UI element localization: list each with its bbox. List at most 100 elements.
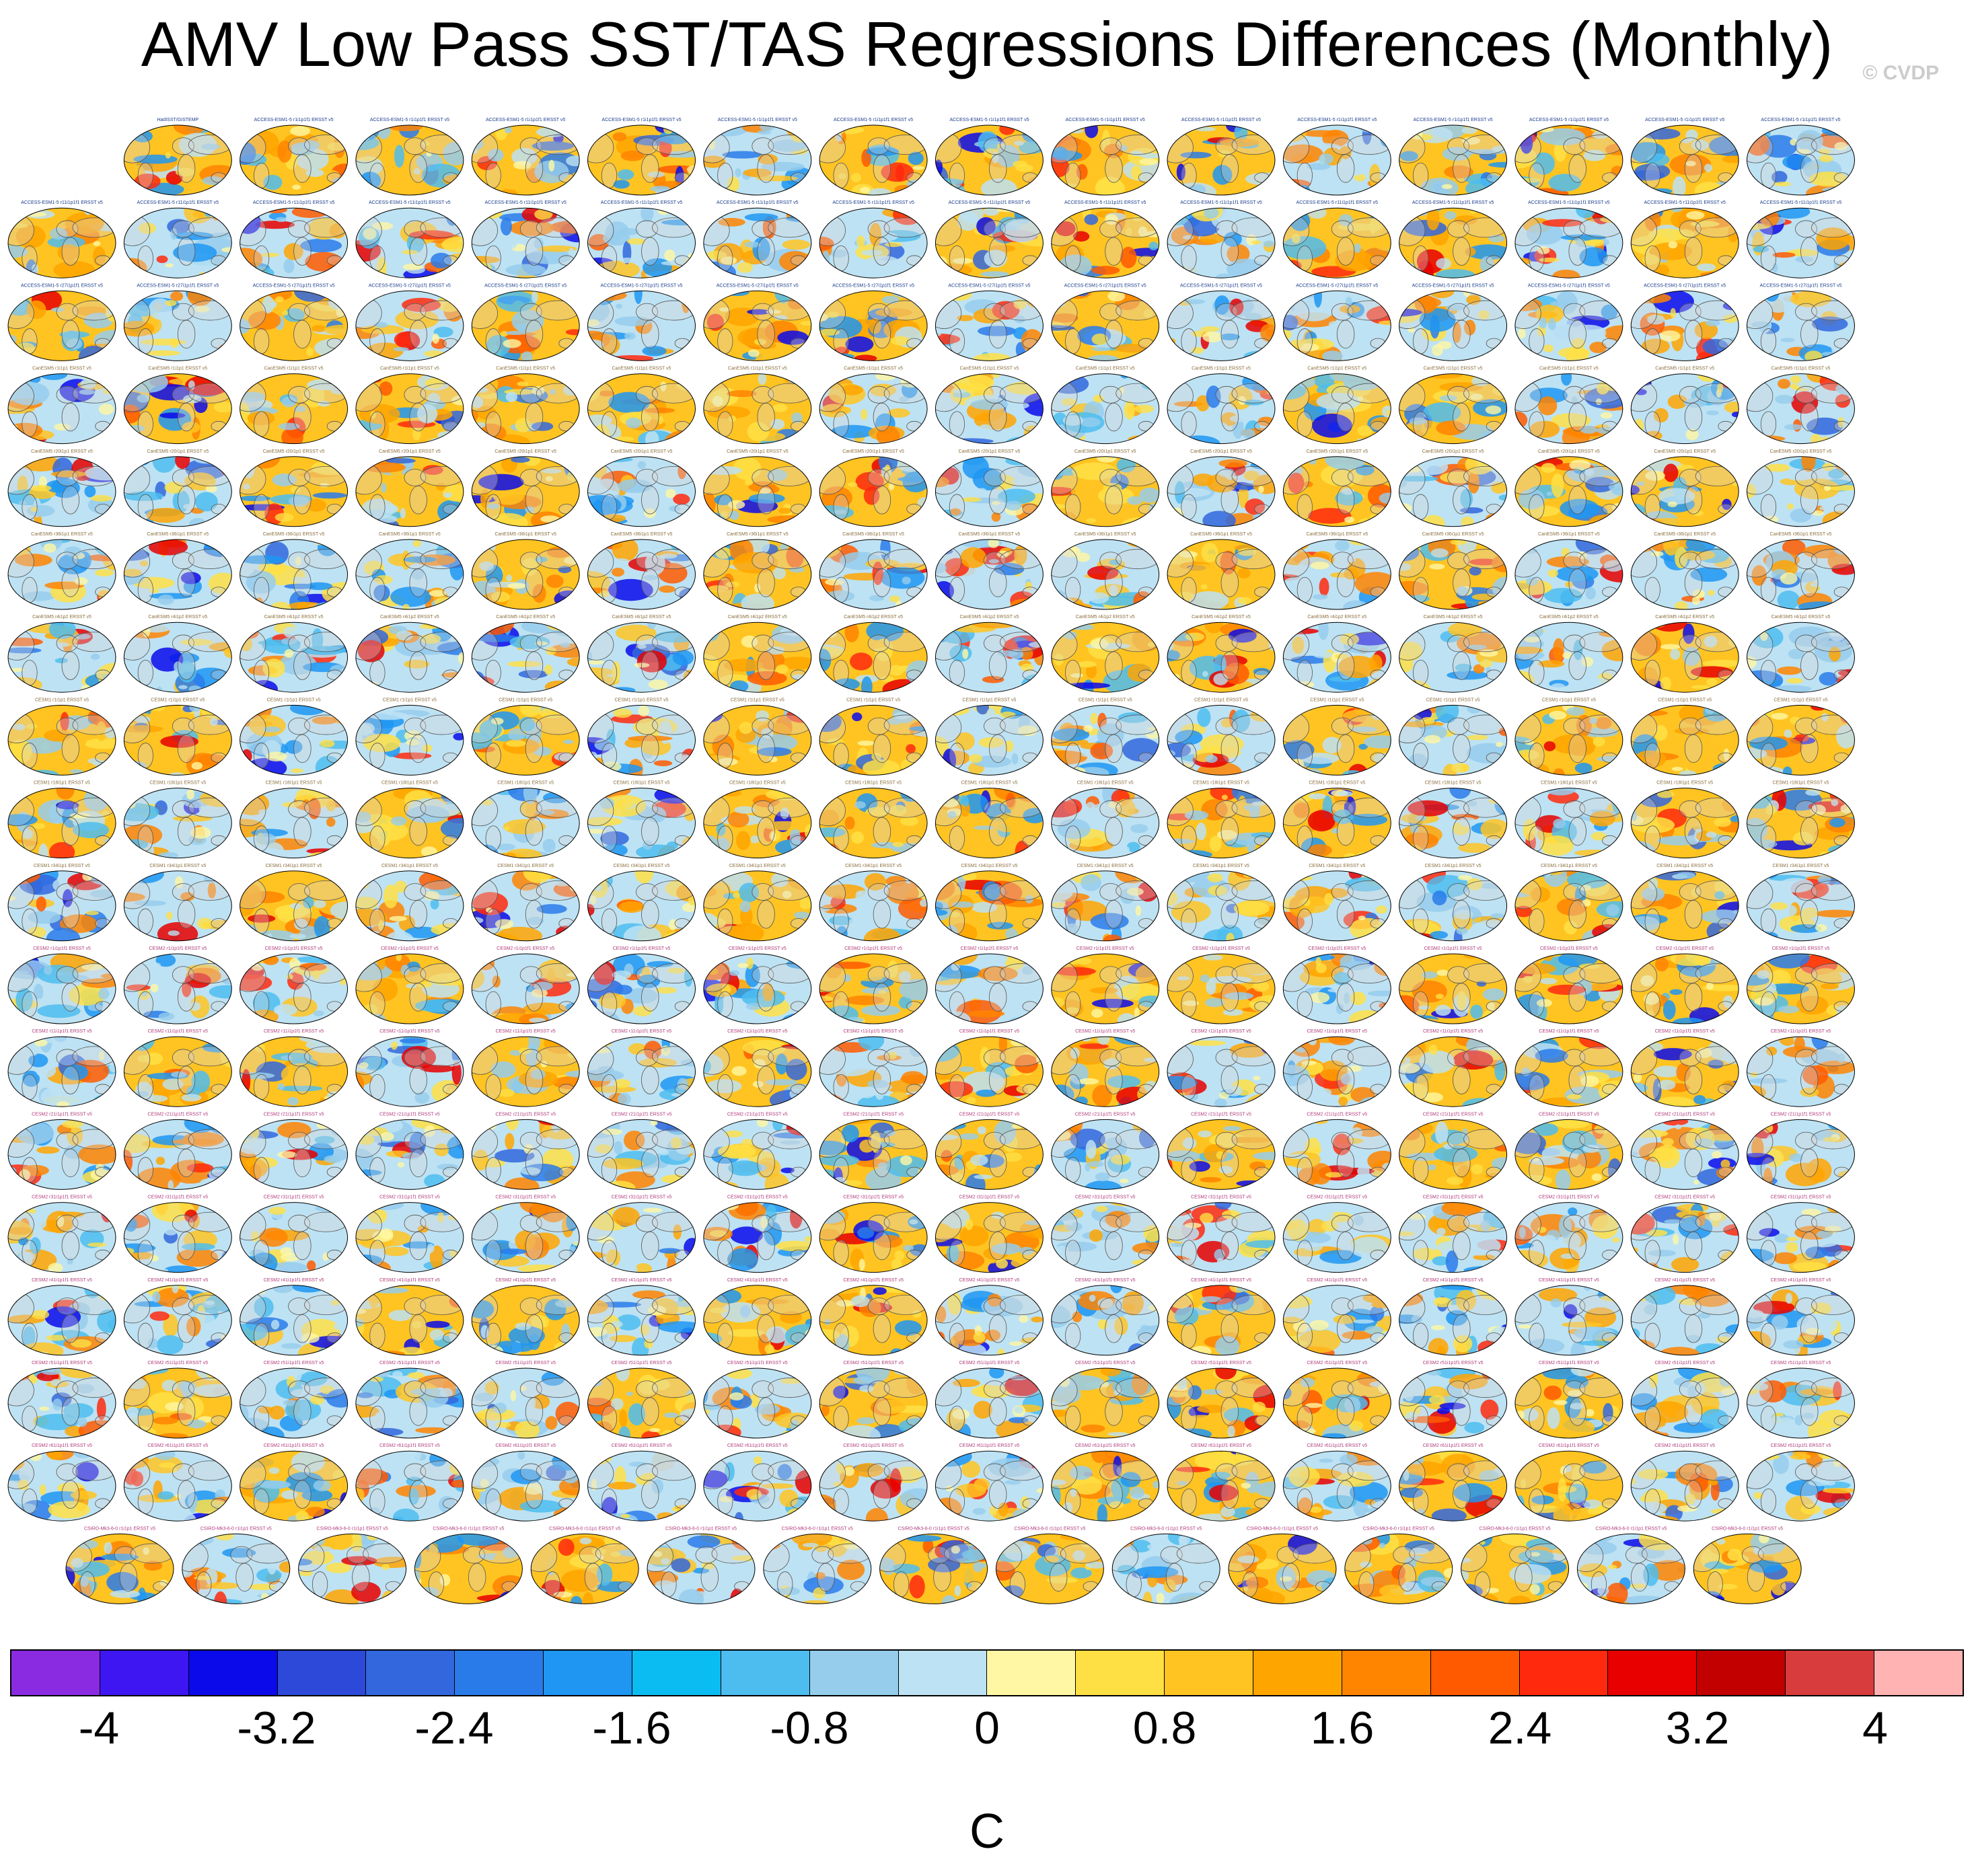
map-panel: ACCESS-ESM1-5 r1i1p1f1 ERSST v5 [819, 118, 928, 196]
map-panel-label: CESM2 r21i1p1f1 ERSST v5 [32, 1112, 92, 1117]
map-panel: CESM2 r1i1p1f1 ERSST v5 [935, 946, 1044, 1024]
map-panel-label: CESM1 r1i1p1 ERSST v5 [962, 698, 1016, 702]
map-panel-label: CESM1 r18i1p1 ERSST v5 [845, 781, 902, 786]
map-panel: CESM2 r11i1p1f1 ERSST v5 [1399, 1029, 1508, 1107]
map-panel: CanESM5 r4i1p2 ERSST v5 [819, 615, 928, 693]
colorbar-swatch [544, 1651, 633, 1695]
map-panel-label: ACCESS-ESM1-5 r11i1p1f1 ERSST v5 [1296, 200, 1379, 205]
map-panel-label: ACCESS-ESM1-5 r27i1p1f1 ERSST v5 [253, 283, 335, 288]
map-panel-label: CESM1 r34i1p1 ERSST v5 [1773, 864, 1829, 868]
map-panel: CESM2 r31i1p1f1 ERSST v5 [819, 1195, 928, 1273]
map-panel: CESM1 r34i1p1 ERSST v5 [123, 864, 232, 942]
map-panel-label: CESM2 r1i1p1f1 ERSST v5 [960, 946, 1018, 951]
map-panel-label: CESM2 r61i1p1f1 ERSST v5 [264, 1443, 324, 1448]
map-panel: ACCESS-ESM1-5 r27i1p1f1 ERSST v5 [123, 283, 232, 361]
map-panel-label: CanESM5 r20i1p1 ERSST v5 [1190, 449, 1252, 454]
map-panel: CSIRO-Mk3-6-0 r1i1p1 ERSST v5 [1461, 1526, 1570, 1604]
map-panel-label: CESM2 r51i1p1f1 ERSST v5 [1654, 1361, 1715, 1365]
map-panel: ACCESS-ESM1-5 r1i1p1f1 ERSST v5 [355, 118, 464, 196]
map-panel: CESM2 r1i1p1f1 ERSST v5 [1051, 946, 1160, 1024]
map-panel-label: CESM1 r18i1p1 ERSST v5 [1309, 781, 1365, 786]
map-panel-label: CESM2 r61i1p1f1 ERSST v5 [1307, 1443, 1367, 1448]
map-panel-label: CESM2 r61i1p1f1 ERSST v5 [1771, 1443, 1831, 1448]
map-panel-label: CESM1 r34i1p1 ERSST v5 [34, 864, 90, 868]
map-panel: CESM1 r34i1p1 ERSST v5 [587, 864, 696, 942]
map-panel: CESM2 r61i1p1f1 ERSST v5 [935, 1443, 1044, 1522]
map-panel-label: CESM2 r51i1p1f1 ERSST v5 [1075, 1361, 1136, 1365]
map-panel-label: CanESM5 r4i1p2 ERSST v5 [728, 615, 787, 620]
map-panel: CESM2 r31i1p1f1 ERSST v5 [1399, 1195, 1508, 1273]
map-panel-label: ACCESS-ESM1-5 r27i1p1f1 ERSST v5 [1296, 283, 1378, 288]
map-panel-label: CESM1 r18i1p1 ERSST v5 [614, 781, 670, 786]
map-panel-label: CESM2 r61i1p1f1 ERSST v5 [727, 1443, 788, 1448]
map-panel-label: CESM2 r31i1p1f1 ERSST v5 [959, 1195, 1020, 1200]
map-panel: CESM2 r21i1p1f1 ERSST v5 [123, 1112, 232, 1190]
map-panel-label: CESM2 r1i1p1f1 ERSST v5 [33, 946, 91, 951]
map-panel: CanESM5 r20i1p1 ERSST v5 [1051, 449, 1160, 527]
map-panel: CESM1 r34i1p1 ERSST v5 [935, 864, 1044, 942]
map-panel-label: CESM1 r1i1p1 ERSST v5 [499, 698, 552, 702]
map-panel: CESM2 r51i1p1f1 ERSST v5 [123, 1361, 232, 1439]
map-panel-label: CESM2 r11i1p1f1 ERSST v5 [612, 1029, 671, 1034]
map-panel: CanESM5 r20i1p1 ERSST v5 [1167, 449, 1276, 527]
map-panel: CESM1 r18i1p1 ERSST v5 [819, 781, 928, 859]
map-panel: CanESM5 r1i1p1 ERSST v5 [703, 367, 812, 445]
map-panel-label: CanESM5 r4i1p2 ERSST v5 [1655, 615, 1714, 620]
map-panel-label: CanESM5 r36i1p1 ERSST v5 [263, 532, 325, 537]
map-panel-label: ACCESS-ESM1-5 r11i1p1f1 ERSST v5 [137, 200, 219, 205]
map-panel: CESM2 r41i1p1f1 ERSST v5 [1399, 1278, 1508, 1356]
map-panel-label: ACCESS-ESM1-5 r27i1p1f1 ERSST v5 [137, 283, 219, 288]
map-panel: CESM1 r1i1p1 ERSST v5 [587, 698, 696, 776]
map-panel: CSIRO-Mk3-6-0 r1i1p1 ERSST v5 [182, 1526, 291, 1604]
map-panel: CESM2 r31i1p1f1 ERSST v5 [587, 1195, 696, 1273]
map-panel: CanESM5 r20i1p1 ERSST v5 [819, 449, 928, 527]
map-panel: CESM1 r34i1p1 ERSST v5 [819, 864, 928, 942]
map-panel: CanESM5 r4i1p2 ERSST v5 [1514, 615, 1623, 693]
colorbar-tick-label: 1.6 [1310, 1702, 1375, 1754]
map-panel-label: CESM1 r18i1p1 ERSST v5 [34, 781, 90, 786]
map-panel: CESM2 r11i1p1f1 ERSST v5 [935, 1029, 1044, 1107]
map-panel: ACCESS-ESM1-5 r1i1p1f1 ERSST v5 [1282, 118, 1391, 196]
map-panel-label: ACCESS-ESM1-5 r27i1p1f1 ERSST v5 [1412, 283, 1494, 288]
map-panel: CESM2 r31i1p1f1 ERSST v5 [471, 1195, 580, 1273]
map-panel: CESM2 r21i1p1f1 ERSST v5 [703, 1112, 812, 1190]
map-panel: CSIRO-Mk3-6-0 r1i1p1 ERSST v5 [879, 1526, 988, 1604]
map-panel: CSIRO-Mk3-6-0 r1i1p1 ERSST v5 [1344, 1526, 1453, 1604]
map-panel: CESM1 r1i1p1 ERSST v5 [1051, 698, 1160, 776]
map-panel-label: ACCESS-ESM1-5 r11i1p1f1 ERSST v5 [21, 200, 103, 205]
map-panel: CESM1 r18i1p1 ERSST v5 [7, 781, 116, 859]
map-panel: CSIRO-Mk3-6-0 r1i1p1 ERSST v5 [1111, 1526, 1220, 1604]
map-panel-label: CanESM5 r36i1p1 ERSST v5 [31, 532, 93, 537]
map-panel-label: ACCESS-ESM1-5 r1i1p1f1 ERSST v5 [949, 118, 1029, 122]
map-panel-label: CESM2 r41i1p1f1 ERSST v5 [727, 1278, 788, 1283]
map-panel-label: CanESM5 r4i1p2 ERSST v5 [1307, 615, 1366, 620]
map-panel: CESM1 r34i1p1 ERSST v5 [703, 864, 812, 942]
map-panel-label: CESM2 r31i1p1f1 ERSST v5 [1307, 1195, 1367, 1200]
map-panel-label: CESM2 r61i1p1f1 ERSST v5 [495, 1443, 556, 1448]
map-panel-label: CESM2 r11i1p1f1 ERSST v5 [1075, 1029, 1135, 1034]
map-panel: CESM1 r18i1p1 ERSST v5 [587, 781, 696, 859]
map-panel: CESM2 r31i1p1f1 ERSST v5 [123, 1195, 232, 1273]
map-panel: CanESM5 r20i1p1 ERSST v5 [1399, 449, 1508, 527]
map-panel-label: CESM2 r1i1p1f1 ERSST v5 [1424, 946, 1482, 951]
map-panel: CESM2 r51i1p1f1 ERSST v5 [1051, 1361, 1160, 1439]
map-panel: CanESM5 r20i1p1 ERSST v5 [1514, 449, 1623, 527]
map-panel-label: CESM2 r41i1p1f1 ERSST v5 [1539, 1278, 1599, 1283]
map-panel: CESM2 r61i1p1f1 ERSST v5 [1282, 1443, 1391, 1522]
map-panel: CanESM5 r20i1p1 ERSST v5 [935, 449, 1044, 527]
map-panel: CanESM5 r1i1p1 ERSST v5 [1514, 367, 1623, 445]
map-panel: CESM2 r61i1p1f1 ERSST v5 [471, 1443, 580, 1522]
map-panel-label: CESM2 r51i1p1f1 ERSST v5 [147, 1361, 208, 1365]
colorbar-units: C [970, 1805, 1004, 1859]
map-panel: CESM2 r61i1p1f1 ERSST v5 [240, 1443, 349, 1522]
map-panel: ACCESS-ESM1-5 r27i1p1f1 ERSST v5 [240, 283, 349, 361]
map-panel-label: CESM1 r18i1p1 ERSST v5 [1193, 781, 1249, 786]
colorbar-swatch [1519, 1651, 1609, 1695]
map-panel-label: CESM1 r34i1p1 ERSST v5 [961, 864, 1017, 868]
map-panel: ACCESS-ESM1-5 r27i1p1f1 ERSST v5 [935, 283, 1044, 361]
map-panel: CanESM5 r1i1p1 ERSST v5 [123, 367, 232, 445]
map-panel: CanESM5 r36i1p1 ERSST v5 [1747, 532, 1855, 610]
map-panel: CanESM5 r20i1p1 ERSST v5 [1282, 449, 1391, 527]
map-panel-label: CESM2 r41i1p1f1 ERSST v5 [1307, 1278, 1367, 1283]
map-panel-label: CESM2 r1i1p1f1 ERSST v5 [1540, 946, 1598, 951]
